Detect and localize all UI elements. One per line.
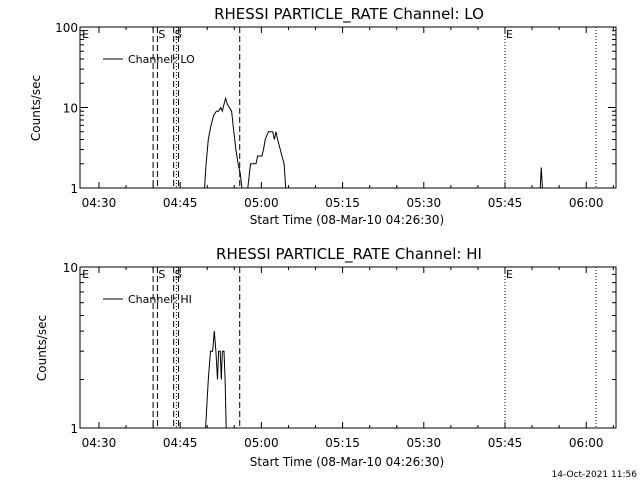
chart-title-hi: RHESSI PARTICLE_RATE Channel: HI (216, 245, 482, 264)
x-tick-label-hi-2: 05:00 (244, 436, 279, 450)
x-tick-label-lo-1: 04:45 (163, 196, 198, 210)
x-tick-label-hi-0: 04:30 (82, 436, 117, 450)
x-tick-label-hi-1: 04:45 (163, 436, 198, 450)
x-tick-label-lo-3: 05:15 (325, 196, 360, 210)
plot-frame-hi (79, 266, 617, 429)
event-marker-label-hi-0: E (82, 268, 89, 281)
y-ticks-hi: 1 10 (63, 261, 616, 436)
y-tick-label-hi-0: 1 (70, 422, 78, 436)
x-tick-label-hi-3: 05:15 (325, 436, 360, 450)
series-line-hi (205, 331, 227, 429)
event-marker-label-hi-7: E (506, 268, 513, 281)
event-marker-label-lo-0: E (82, 28, 89, 41)
x-tick-label-lo-2: 05:00 (244, 196, 279, 210)
legend-label-hi: Channel: HI (128, 293, 192, 306)
event-marker-label-lo-7: E (506, 28, 513, 41)
y-tick-label-lo-0: 1 (70, 182, 78, 196)
y-tick-label-lo-2: 100 (55, 21, 78, 35)
event-marker-label-hi-2: S (158, 268, 165, 281)
x-tick-label-lo-5: 05:45 (488, 196, 523, 210)
event-marker-label-hi-3: S (175, 268, 182, 281)
x-tick-label-hi-5: 05:45 (488, 436, 523, 450)
x-tick-label-hi-6: 06:00 (569, 436, 604, 450)
x-axis-label-hi: Start Time (08-Mar-10 04:26:30) (250, 455, 444, 469)
legend-label-lo: Channel: LO (128, 53, 195, 66)
event-marker-label-lo-3: S (175, 28, 182, 41)
x-tick-label-lo-6: 06:00 (569, 196, 604, 210)
y-tick-label-lo-1: 10 (63, 102, 78, 116)
event-marker-label-lo-2: S (158, 28, 165, 41)
y-axis-label-hi: Counts/sec (35, 315, 49, 381)
x-tick-label-lo-0: 04:30 (82, 196, 117, 210)
x-ticks-lo: 04:30 04:45 05:00 05:15 05:30 05:45 06:00 (82, 27, 614, 210)
chart-title-lo: RHESSI PARTICLE_RATE Channel: LO (214, 5, 484, 24)
y-ticks-lo: 1 10 100 (55, 21, 616, 196)
footer-timestamp: 14-Oct-2021 11:56 (552, 470, 638, 480)
y-axis-label-lo: Counts/sec (29, 75, 43, 141)
panel-lo: RHESSI PARTICLE_RATE Channel: LO Counts/… (29, 5, 617, 227)
series-line-lo (204, 96, 543, 189)
x-ticks-hi: 04:30 04:45 05:00 05:15 05:30 05:45 06:00 (82, 267, 614, 450)
x-tick-label-hi-4: 05:30 (407, 436, 442, 450)
y-tick-label-hi-1: 10 (63, 261, 78, 275)
panel-hi: RHESSI PARTICLE_RATE Channel: HI Counts/… (35, 245, 617, 469)
x-tick-label-lo-4: 05:30 (407, 196, 442, 210)
x-axis-label-lo: Start Time (08-Mar-10 04:26:30) (250, 213, 444, 227)
